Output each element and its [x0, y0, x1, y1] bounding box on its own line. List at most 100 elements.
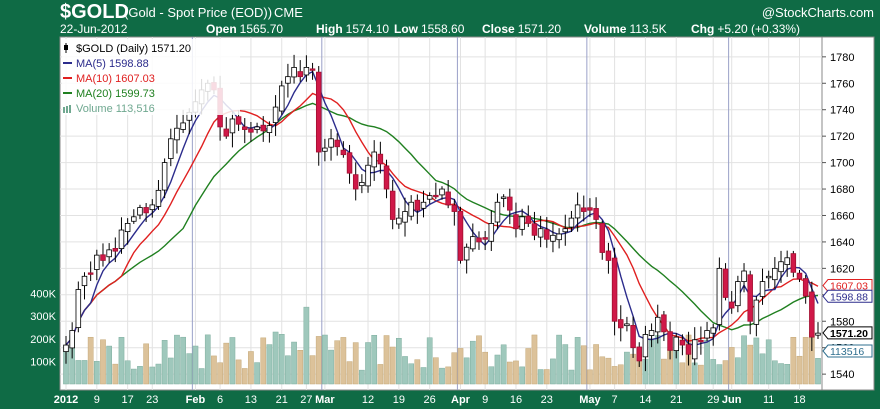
volume-bar: [772, 360, 778, 385]
candle: [445, 180, 451, 209]
candle-body-up: [106, 249, 112, 258]
volume-tick-label: 200K: [30, 334, 56, 346]
volume-bar: [661, 358, 667, 385]
volume-bar: [192, 345, 199, 385]
volume-bar: [605, 357, 612, 385]
candle-body-up: [365, 164, 371, 187]
candle: [470, 223, 476, 252]
volume-bar: [352, 342, 359, 385]
date-tick-label: 29: [707, 394, 719, 406]
candle: [315, 66, 322, 166]
candle: [624, 316, 630, 332]
quote-open-value: 1565.70: [239, 22, 284, 36]
candle: [389, 179, 396, 230]
candle-body-down: [340, 149, 347, 156]
candle-body-down: [728, 301, 735, 309]
candle-body-up: [328, 138, 334, 148]
volume-bar: [525, 348, 532, 385]
candle: [741, 263, 747, 293]
candle: [704, 321, 710, 342]
candle: [722, 263, 729, 301]
volume-bar: [235, 359, 242, 385]
brand-watermark[interactable]: @StockCharts.com: [761, 5, 874, 20]
candle: [408, 195, 414, 221]
candle: [710, 323, 716, 346]
candle: [494, 193, 501, 230]
volume-bar: [211, 355, 217, 385]
volume-bar: [309, 355, 316, 385]
candle-body-down: [581, 207, 587, 212]
candle: [636, 342, 642, 367]
volume-bar: [174, 334, 180, 385]
volume-bar: [716, 364, 723, 385]
candle-body-up: [624, 323, 630, 327]
candle-body-up: [285, 76, 291, 84]
candle-body-down: [433, 194, 439, 198]
volume-bar: [420, 367, 427, 385]
date-tick-label: 19: [393, 394, 405, 406]
candle: [451, 199, 458, 226]
candle-body-down: [457, 210, 464, 261]
volume-bar: [396, 337, 402, 385]
volume-bar: [389, 346, 396, 385]
volume-bar: [143, 343, 149, 385]
volume-bar: [679, 362, 686, 385]
candle: [371, 140, 377, 181]
volume-bar: [500, 344, 507, 385]
chart-symbol: $GOLD: [60, 1, 129, 23]
volume-bar: [285, 355, 291, 385]
candle-body-up: [716, 267, 723, 325]
candle-body-up: [642, 334, 649, 358]
candle: [328, 128, 334, 161]
volume-bar: [112, 363, 119, 385]
candle: [728, 291, 735, 314]
volume-bar: [796, 355, 803, 385]
volume-bar: [161, 340, 168, 385]
volume-bar: [765, 339, 772, 385]
candle-body-up: [291, 67, 297, 78]
volume-bar: [229, 337, 236, 385]
quote-high: High 1574.10: [316, 22, 389, 36]
volume-bar: [204, 334, 211, 385]
candle: [593, 197, 599, 229]
volume-bar: [519, 366, 525, 385]
candle: [322, 138, 328, 162]
candle: [100, 243, 106, 267]
candle-body-down: [507, 196, 513, 211]
candle: [661, 310, 667, 342]
candle-body-up: [266, 125, 273, 134]
candle: [476, 231, 482, 250]
candle-body-down: [790, 253, 797, 273]
volume-bar: [217, 362, 223, 385]
candle-body-up: [155, 189, 162, 207]
volume-bar: [124, 360, 131, 385]
candle-body-up: [229, 118, 236, 134]
price-tick-label: 1580: [830, 316, 854, 328]
quote-close: Close 1571.20: [482, 22, 561, 36]
date-tick-label: 18: [793, 394, 805, 406]
candle: [772, 257, 778, 289]
legend-volume-icon: [63, 107, 65, 113]
candle-body-down: [599, 222, 606, 253]
candle-body-down: [722, 268, 729, 298]
candle: [334, 133, 340, 156]
volume-bar: [531, 334, 538, 385]
candle: [648, 323, 655, 348]
candle-body-down: [260, 124, 266, 132]
candle: [365, 156, 371, 193]
volume-bar: [426, 337, 433, 385]
date-tick-label: 7: [612, 394, 618, 406]
quote-low-label: Low: [394, 22, 418, 36]
candle: [272, 95, 279, 136]
quote-high-label: High: [316, 22, 343, 36]
value-tag-text: 1607.03: [830, 281, 868, 293]
candle: [124, 218, 131, 245]
candle: [679, 334, 686, 356]
volume-bar: [568, 369, 575, 385]
volume-bar: [414, 359, 421, 385]
candle: [654, 304, 661, 344]
legend-label: MA(20) 1599.73: [76, 88, 155, 100]
candle-body-down: [112, 248, 119, 252]
